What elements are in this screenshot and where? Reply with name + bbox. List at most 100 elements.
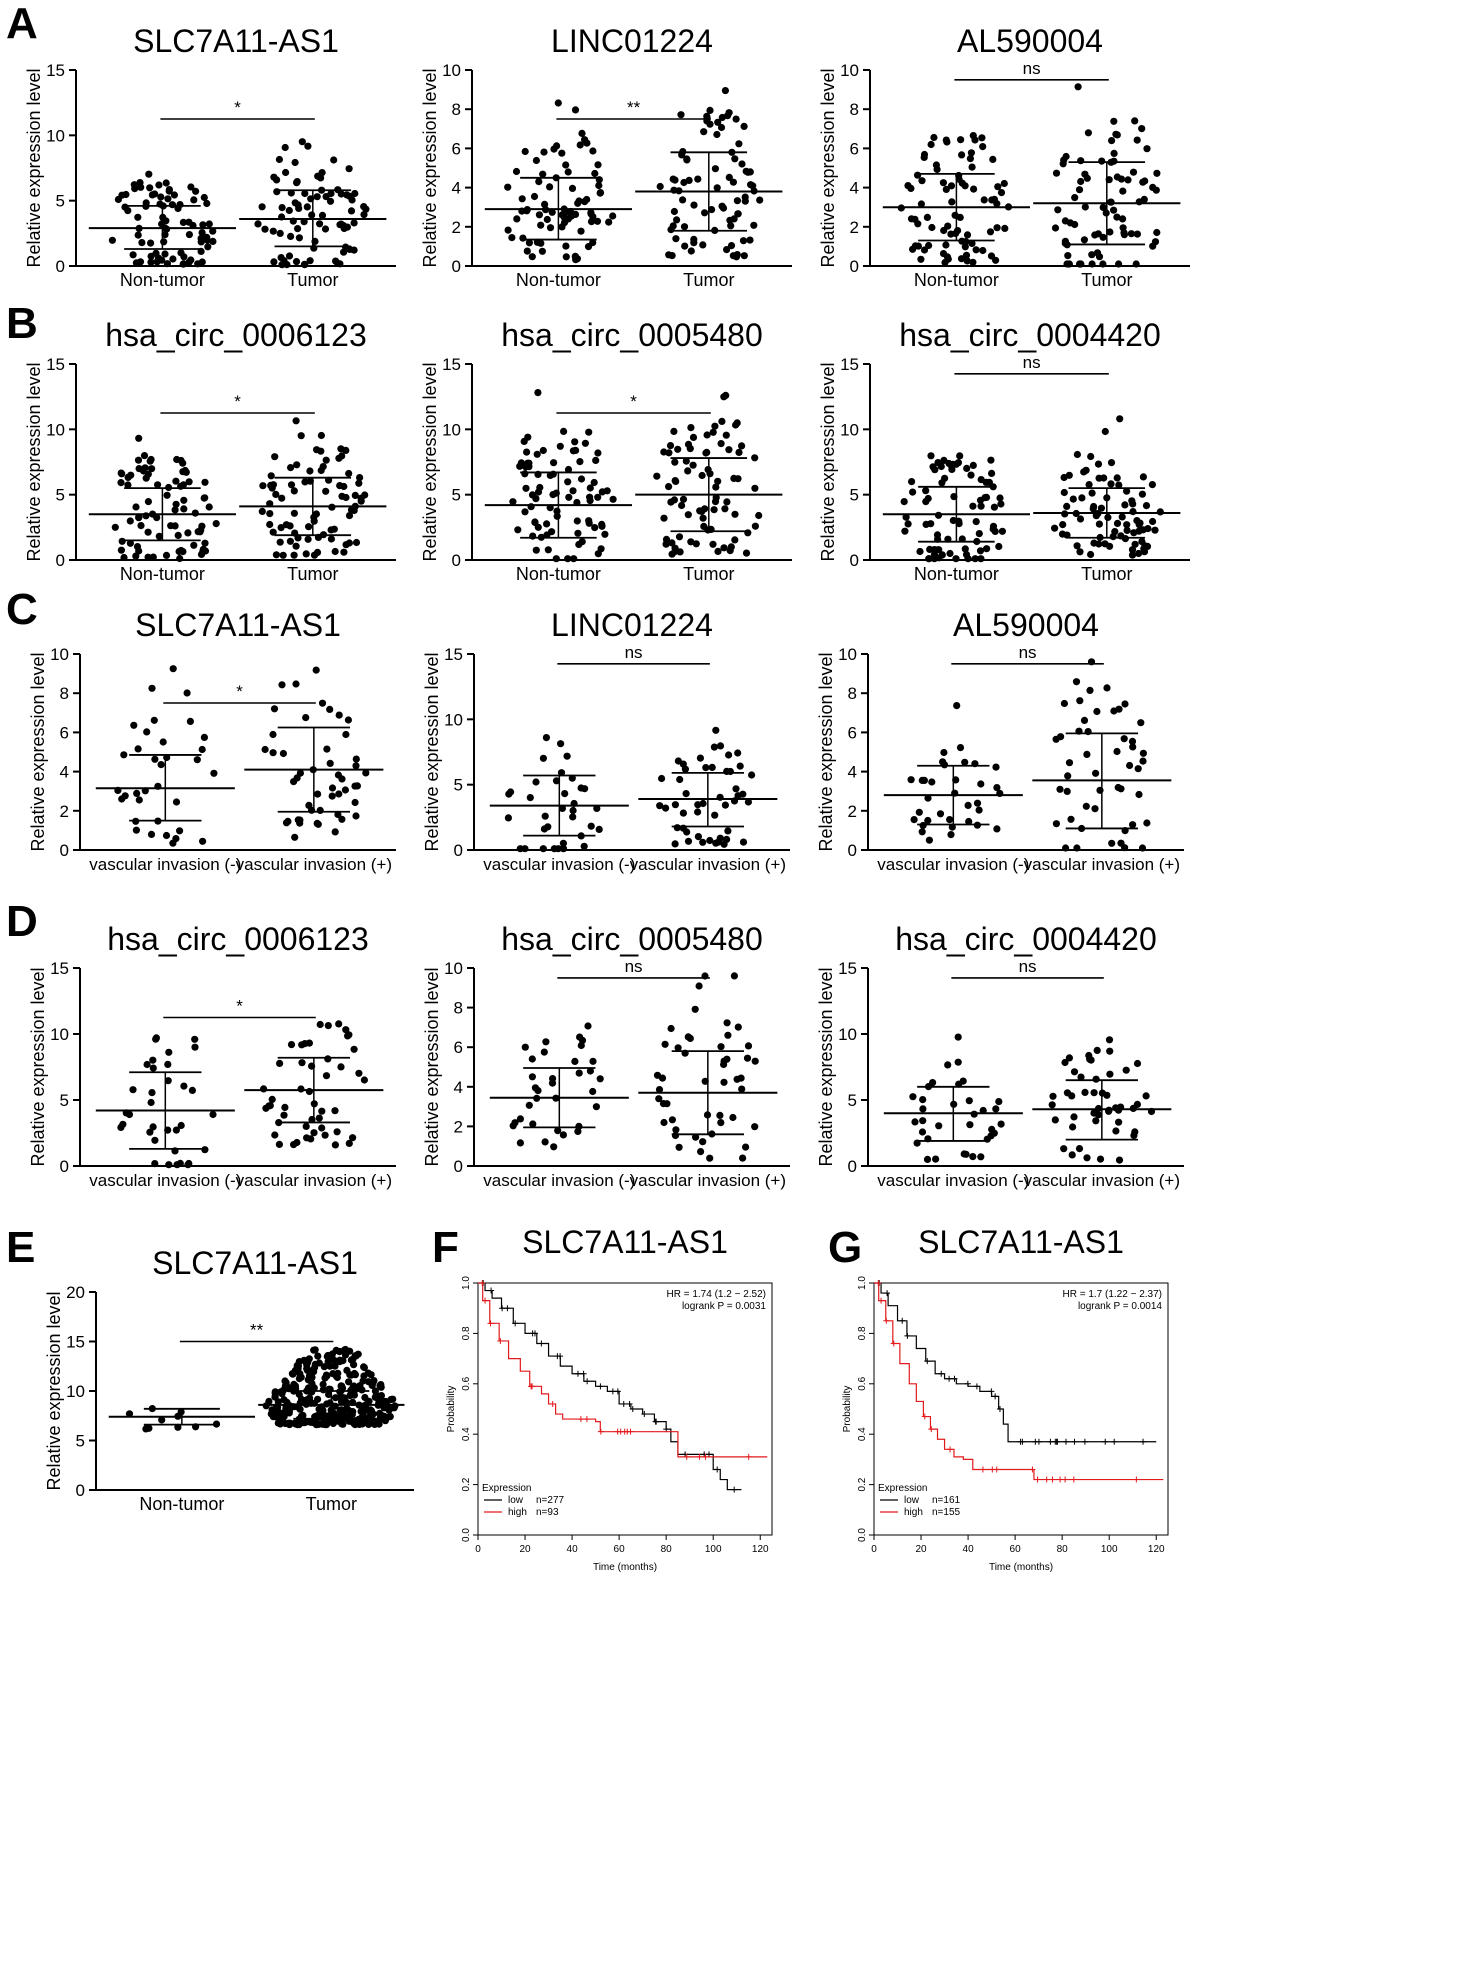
x-tick-label: 100: [705, 1544, 722, 1555]
x-category-label: Tumor: [683, 564, 734, 584]
data-point: [1138, 844, 1147, 852]
data-point: [520, 437, 528, 445]
censor-mark: [890, 1340, 897, 1347]
data-point: [191, 509, 199, 517]
data-point: [314, 1352, 322, 1360]
data-point: [668, 539, 676, 547]
data-point: [1099, 260, 1107, 268]
data-point: [528, 1073, 537, 1081]
data-point: [689, 461, 697, 469]
data-point: [552, 555, 560, 563]
x-tick-label: 40: [963, 1544, 975, 1555]
censor-mark: [992, 1393, 999, 1400]
data-point: [507, 788, 515, 796]
data-point: [322, 193, 330, 201]
data-point: [535, 178, 543, 186]
data-point: [1085, 481, 1093, 489]
data-point: [583, 139, 591, 147]
data-point: [352, 762, 360, 770]
y-tick-label: 8: [454, 999, 463, 1018]
censor-mark: [538, 1340, 545, 1347]
data-point: [281, 1103, 289, 1111]
data-point: [1084, 129, 1092, 137]
data-point: [111, 523, 119, 531]
data-point: [684, 440, 693, 448]
x-tick-label: 60: [614, 1544, 626, 1555]
significance-label: ns: [625, 643, 643, 662]
data-point: [516, 1139, 525, 1147]
censor-mark: [714, 1466, 721, 1473]
data-point: [142, 1425, 150, 1433]
censor-mark: [499, 1305, 506, 1312]
data-point: [595, 825, 603, 834]
y-tick-label: 5: [56, 486, 65, 505]
data-point: [521, 470, 529, 478]
data-point: [729, 1113, 737, 1122]
data-point: [716, 742, 725, 750]
data-point: [513, 215, 521, 223]
y-tick-label: 15: [50, 959, 69, 978]
data-point: [1054, 206, 1062, 214]
data-point: [342, 493, 350, 502]
data-point: [917, 255, 925, 263]
data-point: [350, 219, 358, 227]
data-point: [904, 182, 912, 190]
data-point: [355, 479, 363, 487]
data-point: [274, 1398, 282, 1406]
data-point: [901, 527, 909, 535]
y-tick-label: 0.8: [857, 1326, 868, 1340]
data-point: [303, 1360, 311, 1368]
data-point: [1075, 186, 1084, 194]
data-point: [690, 235, 698, 243]
data-point: [169, 839, 177, 847]
data-point: [1129, 821, 1137, 829]
data-point: [1064, 772, 1072, 780]
data-point: [1122, 1066, 1130, 1074]
data-point: [259, 482, 267, 490]
censor-mark: [1062, 1438, 1069, 1445]
significance-label: *: [236, 997, 243, 1016]
data-point: [592, 456, 600, 464]
chart-title: LINC01224: [551, 23, 713, 59]
data-point: [700, 128, 708, 136]
data-point: [594, 161, 602, 169]
data-point: [201, 1146, 209, 1154]
data-point: [1092, 769, 1100, 777]
data-point: [1106, 228, 1114, 236]
data-point: [114, 195, 122, 204]
data-point: [565, 493, 573, 501]
data-point: [342, 730, 350, 739]
censor-mark: [988, 1388, 995, 1395]
data-point: [554, 1127, 562, 1135]
data-point: [909, 488, 917, 496]
data-point: [292, 542, 300, 550]
y-tick-label: 0.0: [857, 1528, 868, 1542]
significance-label: ns: [1023, 353, 1041, 372]
data-point: [305, 1039, 313, 1047]
censor-mark: [1071, 1438, 1078, 1445]
data-point: [337, 190, 345, 198]
data-point: [173, 1161, 181, 1169]
data-point: [922, 487, 930, 495]
data-point: [203, 199, 211, 208]
data-point: [601, 530, 609, 538]
data-point: [542, 734, 551, 742]
data-point: [523, 448, 531, 456]
data-point: [117, 546, 125, 554]
data-point: [298, 1059, 306, 1067]
data-point: [157, 761, 165, 769]
data-point: [927, 520, 935, 528]
data-point: [684, 511, 692, 519]
panel-letter-d: D: [6, 897, 38, 946]
data-point: [701, 1077, 709, 1085]
data-point: [324, 1055, 332, 1063]
data-point: [714, 118, 722, 126]
data-point: [134, 745, 142, 753]
data-point: [1087, 1056, 1095, 1064]
data-point: [731, 510, 739, 518]
data-point: [335, 1348, 344, 1356]
data-point: [723, 767, 731, 776]
censor-mark: [899, 1317, 906, 1324]
data-point: [1080, 716, 1089, 725]
